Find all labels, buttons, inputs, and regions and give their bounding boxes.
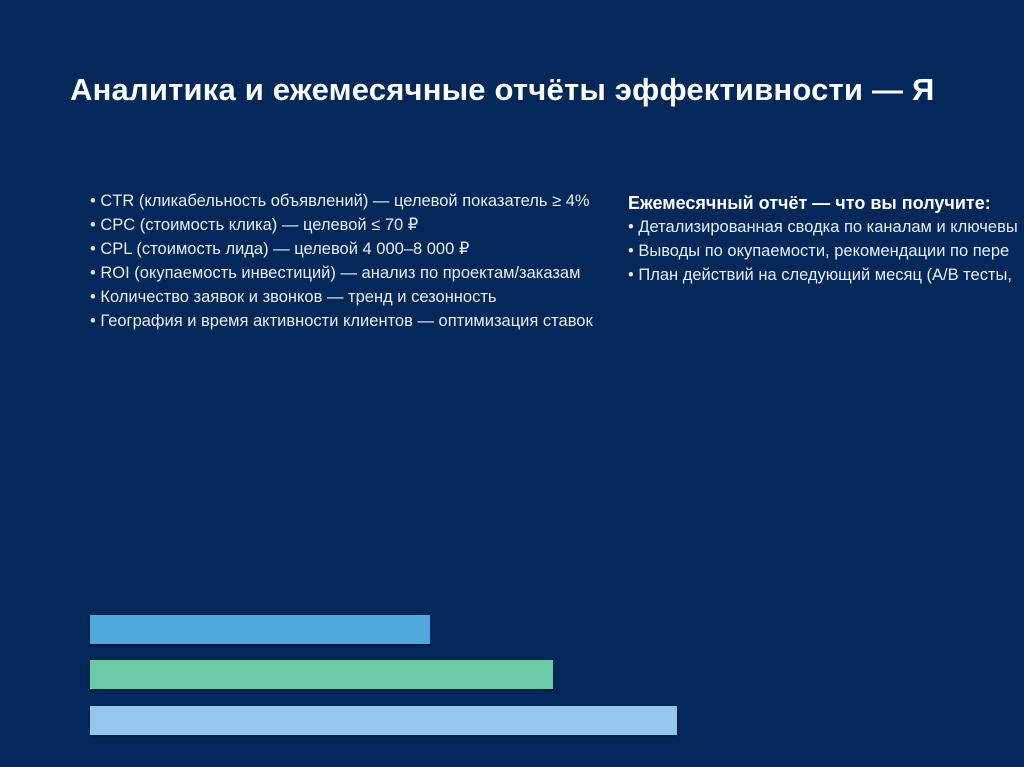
list-item: • Детализированная сводка по каналам и к… <box>628 218 1018 236</box>
list-item: • ROI (окупаемость инвестиций) — анализ … <box>90 264 581 282</box>
slide-title: Аналитика и ежемесячные отчёты эффективн… <box>70 72 935 107</box>
decor-bar-3 <box>90 706 677 735</box>
list-item: • CPL (стоимость лида) — целевой 4 000–8… <box>90 240 470 258</box>
list-item: • CPC (стоимость клика) — целевой ≤ 70 ₽ <box>90 216 419 234</box>
decor-bar-1 <box>90 615 430 644</box>
list-item: • План действий на следующий месяц (A/B … <box>628 266 1012 284</box>
metrics-list: • CTR (кликабельность объявлений) — целе… <box>90 189 593 333</box>
list-item: • Количество заявок и звонков — тренд и … <box>90 288 497 306</box>
list-item: • Выводы по окупаемости, рекомендации по… <box>628 242 1010 260</box>
decor-bar-2 <box>90 660 553 689</box>
list-item: • География и время активности клиентов … <box>90 312 593 330</box>
report-heading: Ежемесячный отчёт — что вы получите: <box>628 193 991 213</box>
report-list: Ежемесячный отчёт — что вы получите: • Д… <box>628 191 1018 287</box>
list-item: • CTR (кликабельность объявлений) — целе… <box>90 192 590 210</box>
